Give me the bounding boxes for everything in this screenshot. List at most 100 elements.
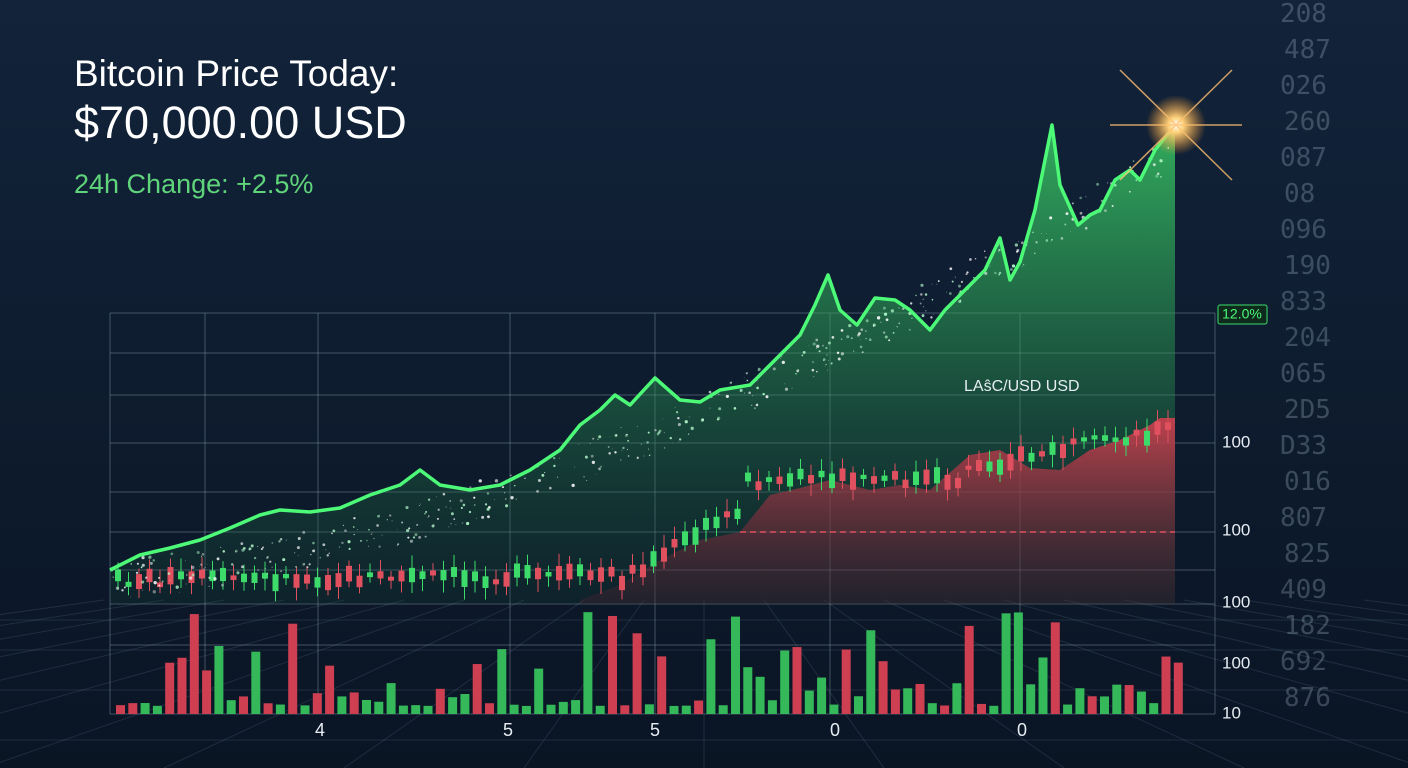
sparkle [1049, 216, 1053, 220]
volume-bar [435, 688, 445, 714]
sparkle [815, 338, 818, 342]
sparkle [828, 360, 829, 362]
sparkle [859, 345, 863, 349]
sparkle [948, 292, 952, 296]
volume-bar [128, 703, 138, 714]
sparkle [296, 546, 300, 550]
sparkle [973, 276, 975, 278]
candle-body [325, 575, 331, 591]
sparkle [620, 459, 622, 461]
candle-body [650, 551, 657, 567]
candle-body [724, 511, 730, 518]
sparkle [780, 358, 782, 360]
candle-body [482, 576, 489, 588]
sparkle [574, 466, 576, 468]
sparkle [808, 345, 809, 346]
x-label: 0 [1017, 720, 1027, 740]
sparkle [129, 596, 131, 598]
candle-body [587, 570, 594, 581]
sparkle [966, 271, 969, 274]
sparkle [1096, 182, 1100, 186]
sparkle [135, 571, 139, 574]
sparkle [359, 539, 363, 542]
sparkle [936, 283, 938, 285]
candle-body [829, 473, 835, 489]
sparkle [677, 417, 680, 420]
floor-grid [0, 599, 1408, 768]
volume-bar [521, 705, 531, 714]
candle-body [1133, 429, 1140, 436]
background-digit: 876 [1284, 683, 1331, 713]
candle-body [535, 567, 541, 580]
sparkle [654, 428, 657, 432]
sparkle [348, 547, 351, 550]
volume-bar [337, 696, 347, 714]
candle-body [356, 575, 363, 588]
sparkle [636, 456, 639, 459]
sparkle [1017, 241, 1019, 242]
candle-body [892, 471, 898, 480]
sparkle [663, 431, 665, 433]
sparkle [733, 407, 737, 410]
candle-body [125, 581, 132, 587]
candle-body [314, 577, 321, 588]
sparkle [121, 589, 124, 592]
price: $70,000.00 USD [74, 97, 407, 148]
sparkle [627, 439, 630, 442]
sparkle [524, 477, 526, 480]
sparkle [945, 291, 947, 293]
candle-body [293, 574, 300, 588]
sparkle [725, 394, 729, 398]
sparkle [1152, 163, 1156, 167]
floor-line [883, 599, 1245, 768]
sparkle [424, 535, 427, 538]
sparkle [646, 441, 649, 444]
floor-line [943, 599, 1408, 763]
sparkle [591, 460, 595, 465]
sparkle [433, 524, 435, 526]
sparkle [203, 568, 205, 570]
volume-bar [743, 667, 753, 714]
sparkle [468, 510, 472, 514]
sparkle [958, 299, 962, 303]
sparkle [868, 338, 872, 342]
sparkle [600, 465, 602, 468]
volume-bar [202, 670, 212, 714]
sparkle [1132, 160, 1135, 163]
volume-bar [152, 705, 162, 714]
sparkle [1045, 239, 1049, 242]
sparkle [746, 379, 749, 382]
sparkle [812, 342, 816, 346]
sparkle [920, 293, 923, 296]
volume-bar [1063, 704, 1073, 714]
volume-bar [325, 665, 335, 714]
candle-body [986, 461, 993, 472]
volume-bar [681, 705, 691, 714]
sparkle [169, 579, 171, 581]
sparkle [1016, 250, 1019, 253]
candle-body [608, 566, 615, 577]
sparkle [505, 504, 509, 508]
sparkle [678, 441, 679, 443]
sparkle [141, 580, 145, 584]
sparkle [372, 531, 374, 533]
sparkle [141, 555, 145, 560]
sparkle [826, 354, 828, 356]
sparkle [896, 326, 898, 328]
sparkle [347, 540, 351, 544]
volume-bar [1100, 696, 1109, 714]
volume-bar [903, 688, 913, 714]
sparkle [391, 520, 393, 522]
background-digit: 692 [1280, 647, 1327, 677]
sparkle [1060, 237, 1064, 240]
candle-body [566, 563, 573, 580]
sparkle [373, 537, 375, 540]
sparkle [184, 560, 186, 562]
sparkle [153, 580, 157, 585]
sparkle [142, 589, 144, 591]
candle-body [440, 570, 447, 581]
sparkle [883, 306, 886, 310]
sparkle [541, 473, 545, 477]
volume-bar [767, 700, 777, 714]
sparkle [1004, 248, 1006, 250]
